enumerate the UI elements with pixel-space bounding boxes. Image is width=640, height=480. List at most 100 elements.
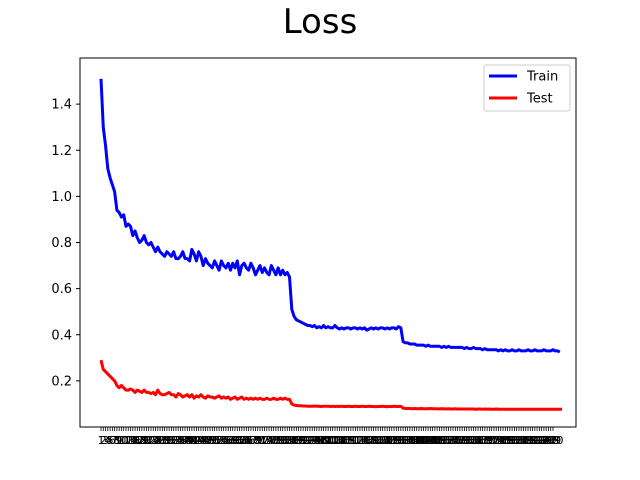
x-tick-label: 44 [192,434,206,447]
x-tick-label: 69 [248,434,262,447]
x-tick-label: 28 [155,434,169,447]
x-tick-label: 165 [463,434,484,447]
x-tick-label: 157 [445,434,466,447]
x-tick-label: 49 [203,434,217,447]
x-tick-label: 41 [185,434,199,447]
x-tick-label: 23 [144,434,158,447]
x-tick-label: 17 [130,434,144,447]
x-tick-label: 14 [124,434,138,447]
x-tick-label: 145 [418,434,439,447]
x-tick-label: 29 [158,434,172,447]
x-tick-label: 192 [524,434,545,447]
x-tick-label: 197 [536,434,557,447]
x-tick-label: 93 [303,434,317,447]
x-tick-label: 125 [372,434,393,447]
x-tick-label: 59 [226,434,240,447]
x-tick-label: 20 [137,434,151,447]
legend: Train Test [483,64,571,112]
x-tick-label: 199 [540,434,561,447]
x-tick-label: 25 [149,434,163,447]
x-tick-label: 124 [370,434,391,447]
x-tick-label: 15 [126,434,140,447]
series-layer [99,78,563,411]
x-tick-label: 64 [237,434,251,447]
x-tick-label: 85 [285,434,299,447]
x-tick-label: 139 [404,434,425,447]
x-tick-label: 91 [298,434,312,447]
x-tick-label: 146 [420,434,441,447]
x-tick-label: 48 [201,434,215,447]
x-tick-label: 196 [533,434,554,447]
y-tick-label: 1.2 [51,144,72,159]
x-tick-label: 186 [511,434,532,447]
plot-frame [79,57,577,428]
x-tick-label: 5 [107,434,114,447]
x-tick-label: 16 [128,434,142,447]
x-tick-label: 22 [142,434,156,447]
x-tick-label: 27 [153,434,167,447]
x-tick-label: 60 [228,434,242,447]
x-tick-label: 36 [173,434,187,447]
x-tick-label: 3 [102,434,109,447]
x-tick-label: 40 [183,434,197,447]
x-tick-label: 170 [474,434,495,447]
x-tick-label: 77 [267,434,281,447]
x-tick-label: 148 [424,434,445,447]
x-tick-label: 19 [135,434,149,447]
x-tick-label: 46 [196,434,210,447]
x-tick-label: 8 [113,434,120,447]
x-tick-label: 92 [301,434,315,447]
x-tick-label: 81 [276,434,290,447]
x-tick-label: 43 [189,434,203,447]
x-tick-label: 114 [347,434,368,447]
x-tick-label: 191 [522,434,543,447]
x-tick-label: 166 [465,434,486,447]
x-tick-label: 53 [212,434,226,447]
x-tick-label: 126 [374,434,395,447]
x-tick-label: 97 [312,434,326,447]
x-tick-label: 73 [258,434,272,447]
x-tick-label: 78 [269,434,283,447]
x-tick-label: 135 [395,434,416,447]
x-tick-label: 45 [194,434,208,447]
x-tick-label: 71 [253,434,267,447]
x-tick-label: 121 [363,434,384,447]
y-tick-label: 0.2 [51,374,72,389]
x-tick-label: 163 [458,434,479,447]
x-tick-label: 7 [111,434,118,447]
x-tick-label: 82 [278,434,292,447]
x-tick-label: 185 [508,434,529,447]
y-axis-ticks: 0.2 0.4 0.6 0.8 1.0 1.2 1.4 [51,98,80,389]
x-tick-label: 79 [271,434,285,447]
x-tick-label: 68 [246,434,260,447]
x-tick-label: 144 [415,434,436,447]
x-tick-label: 13 [121,434,135,447]
x-tick-label: 87 [289,434,303,447]
x-tick-label: 111 [340,434,361,447]
x-tick-label: 39 [180,434,194,447]
x-tick-label: 80 [273,434,287,447]
x-tick-label: 12 [119,434,133,447]
x-tick-label: 50 [205,434,219,447]
x-tick-label: 178 [493,434,514,447]
series-line-train [99,78,561,354]
x-tick-label: 156 [443,434,464,447]
x-tick-label: 137 [399,434,420,447]
y-tick-label: 1.4 [51,98,72,113]
x-tick-label: 182 [502,434,523,447]
x-axis-ticks: 1234567891011121314151617181920212223242… [98,427,564,447]
x-tick-label: 105 [327,434,348,447]
x-tick-label: 138 [402,434,423,447]
x-tick-label: 24 [146,434,160,447]
x-tick-label: 104 [324,434,345,447]
x-tick-label: 56 [219,434,233,447]
x-tick-label: 174 [483,434,504,447]
x-tick-label: 159 [449,434,470,447]
x-tick-label: 26 [151,434,165,447]
x-tick-label: 67 [244,434,258,447]
x-tick-label: 162 [456,434,477,447]
x-tick-label: 149 [427,434,448,447]
x-tick-label: 140 [406,434,427,447]
x-tick-label: 122 [365,434,386,447]
